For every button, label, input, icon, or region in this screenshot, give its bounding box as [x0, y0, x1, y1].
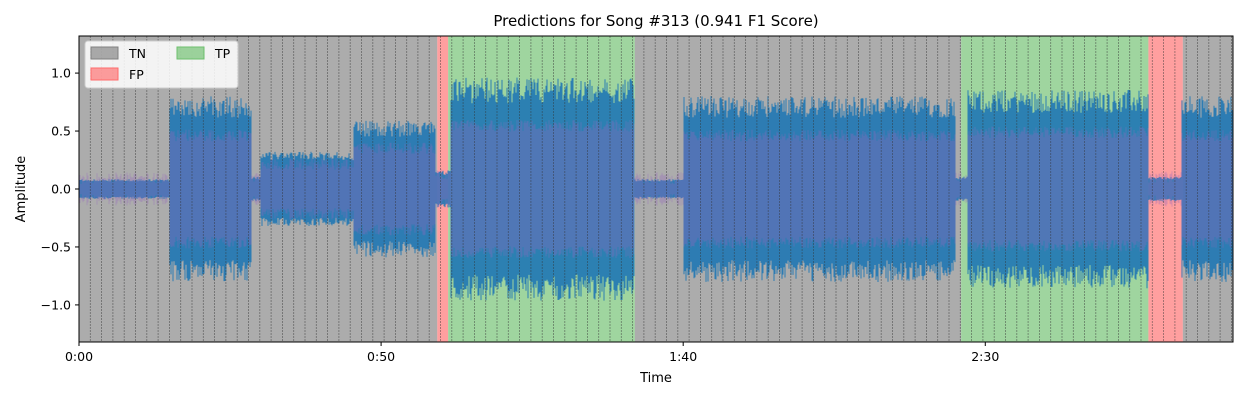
y-tick-label: −0.5 [41, 239, 71, 254]
waveform-overlay [79, 120, 1233, 258]
x-axis-label: Time [639, 371, 672, 386]
legend-swatch-fp [90, 67, 119, 81]
y-tick-label: −1.0 [41, 297, 71, 312]
beat-line-set [79, 36, 1232, 342]
y-axis-label: Amplitude [14, 156, 29, 223]
x-tick-label: 0:50 [367, 349, 395, 364]
legend-label-tn: TN [128, 46, 146, 61]
plot-area [79, 36, 1233, 342]
x-tick-label: 2:30 [971, 349, 999, 364]
legend: TN FP TP [84, 40, 239, 89]
legend-label-fp: FP [129, 67, 144, 82]
beat-lines [79, 36, 1232, 342]
x-tick-label: 0:00 [65, 349, 93, 364]
legend-swatch-tp [176, 46, 205, 60]
chart-title: Predictions for Song #313 (0.941 F1 Scor… [493, 12, 818, 30]
legend-label-tp: TP [214, 46, 231, 61]
y-axis: 1.0 0.5 0.0 −0.5 −1.0 [41, 66, 79, 312]
y-tick-label: 0.5 [51, 124, 71, 139]
legend-swatch-tn [90, 46, 119, 60]
x-axis: 0:00 0:50 1:40 2:30 [65, 342, 999, 364]
waveform [79, 77, 1233, 301]
x-tick-label: 1:40 [669, 349, 697, 364]
waveform-signal [79, 77, 1233, 301]
y-tick-label: 0.0 [51, 182, 71, 197]
y-tick-label: 1.0 [51, 66, 71, 81]
